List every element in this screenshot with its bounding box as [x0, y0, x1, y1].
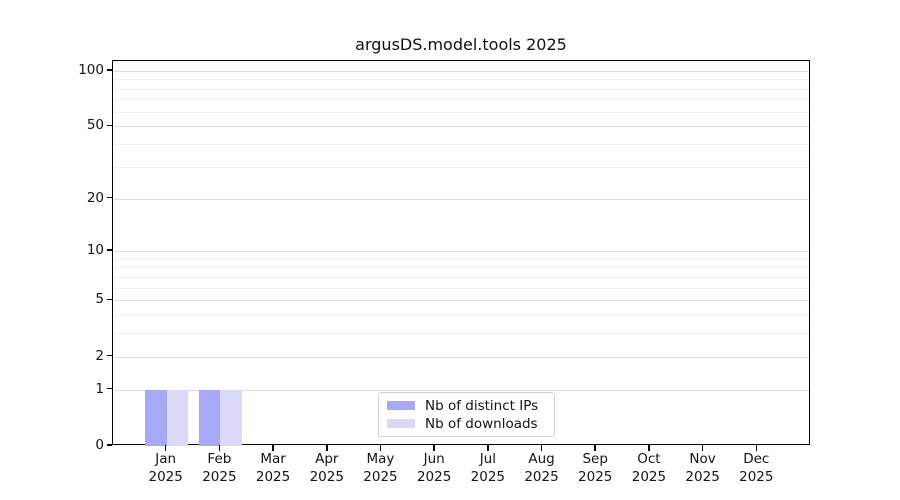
x-tick [701, 445, 704, 451]
gridline-minor [113, 258, 809, 260]
y-tick-label: 0 [95, 437, 104, 453]
x-tick-label: May 2025 [363, 451, 398, 485]
gridline-major [113, 70, 809, 72]
x-tick-label: Jul 2025 [470, 451, 506, 485]
gridline-major [113, 300, 809, 302]
gridline-minor [113, 144, 809, 146]
gridline-minor [113, 287, 809, 289]
legend-label-downloads: Nb of downloads [425, 415, 538, 432]
y-tick [107, 69, 112, 71]
x-tick-label: Nov 2025 [685, 451, 720, 485]
x-tick [164, 445, 167, 451]
x-tick [648, 445, 650, 451]
gridline-minor [113, 333, 809, 335]
gridline-major [113, 251, 809, 253]
x-tick-label: Sep 2025 [578, 451, 613, 485]
gridline-minor [113, 166, 809, 168]
x-tick [379, 445, 382, 451]
gridline-minor [113, 111, 809, 113]
gridline-minor [113, 267, 809, 269]
y-tick [107, 124, 112, 127]
bar-nb-of-distinct-ips [145, 389, 167, 446]
x-tick-label: Dec 2025 [739, 451, 774, 485]
gridlines-layer [113, 61, 809, 444]
y-tick-label: 2 [95, 347, 104, 364]
x-tick-label: Apr 2025 [309, 451, 344, 485]
x-tick-label: Jan 2025 [148, 451, 183, 485]
x-tick-label: Aug 2025 [524, 451, 559, 485]
legend: Nb of distinct IPs Nb of downloads [378, 392, 555, 437]
bar-nb-of-downloads [220, 389, 242, 446]
legend-label-distinct-ips: Nb of distinct IPs [425, 397, 539, 414]
x-tick-label: Feb 2025 [202, 451, 237, 485]
gridline-minor [113, 99, 809, 101]
x-tick-label: Oct 2025 [631, 451, 667, 485]
x-tick [755, 445, 758, 451]
bar-nb-of-distinct-ips [198, 389, 221, 446]
chart-title: argusDS.model.tools 2025 [355, 35, 567, 54]
y-tick [107, 249, 112, 251]
x-tick [594, 445, 596, 451]
gridline-major [113, 126, 809, 128]
x-tick [487, 445, 489, 451]
y-tick-label: 50 [86, 117, 104, 134]
y-tick-label: 20 [86, 189, 104, 206]
x-tick [326, 445, 328, 451]
y-tick [107, 387, 112, 390]
legend-item-distinct-ips: Nb of distinct IPs [387, 397, 546, 414]
x-tick [218, 445, 221, 451]
gridline-minor [113, 88, 809, 90]
legend-swatch-downloads-icon [387, 418, 415, 429]
y-tick [107, 298, 112, 301]
x-tick-label: Jun 2025 [416, 451, 452, 485]
x-tick [540, 445, 543, 451]
bars-layer [113, 61, 809, 446]
bar-nb-of-downloads [166, 389, 189, 446]
y-tick-label: 5 [95, 291, 104, 308]
y-tick [107, 196, 112, 199]
y-tick [107, 354, 112, 357]
gridline-major [113, 198, 809, 200]
y-tick [107, 444, 112, 446]
legend-swatch-distinct-ips-icon [387, 400, 415, 411]
gridline-minor [113, 315, 809, 317]
x-tick [433, 445, 435, 451]
y-tick-label: 100 [78, 61, 104, 78]
gridline-major [113, 356, 809, 358]
y-tick-label: 1 [95, 380, 104, 397]
x-tick [272, 445, 274, 451]
gridline-major [113, 389, 809, 391]
legend-item-downloads: Nb of downloads [387, 415, 546, 432]
y-tick-label: 10 [86, 242, 104, 259]
gridline-minor [113, 79, 809, 81]
gridline-minor [113, 276, 809, 278]
x-tick-label: Mar 2025 [255, 451, 291, 485]
plot-area [112, 60, 810, 446]
